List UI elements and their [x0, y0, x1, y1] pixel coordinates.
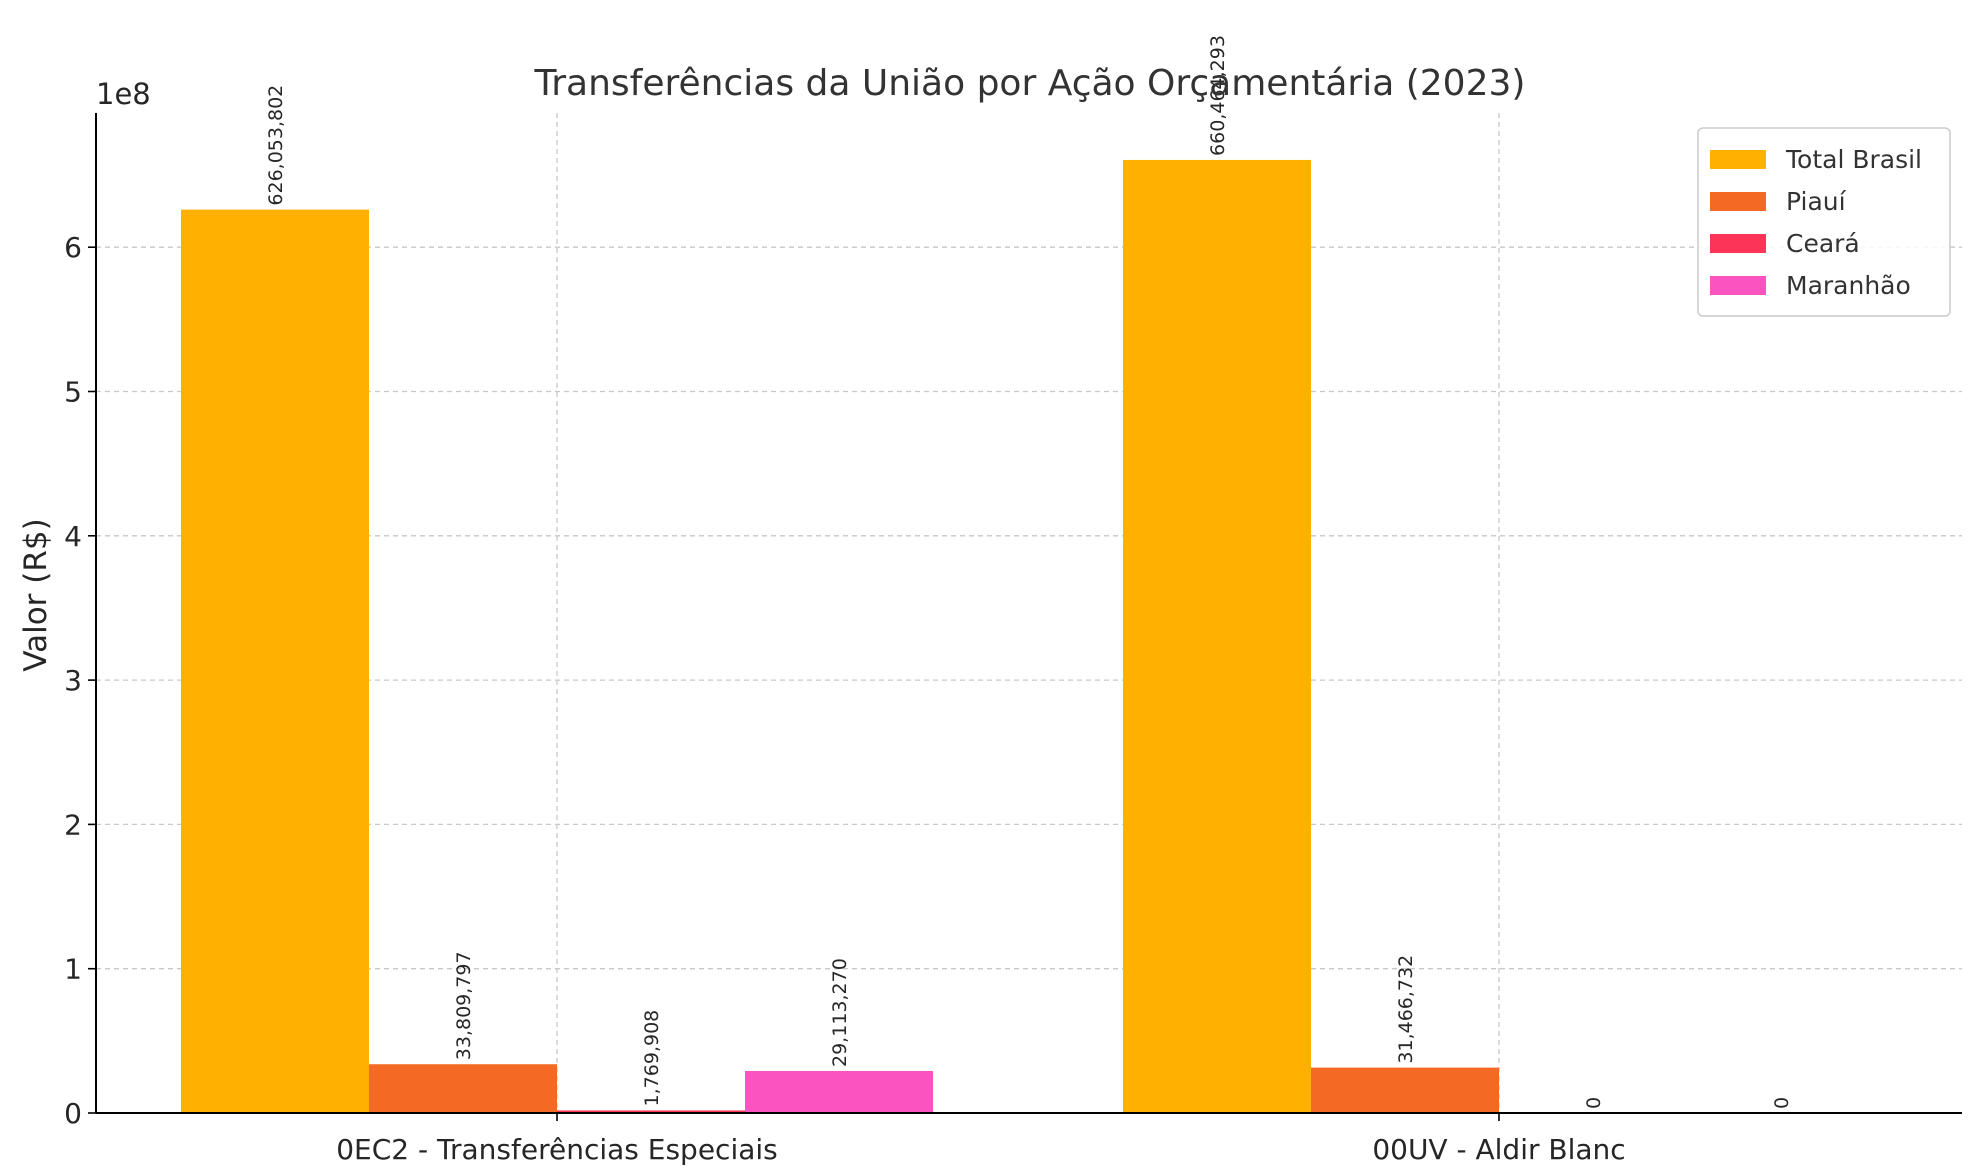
bar-value-label: 0 — [1771, 1097, 1793, 1109]
y-tick-label: 0 — [64, 1097, 82, 1130]
bar-value-label: 33,809,797 — [453, 951, 475, 1060]
chart-title: Transferências da União por Ação Orçamen… — [534, 63, 1526, 104]
y-tick-label: 2 — [64, 808, 82, 841]
bars — [181, 159, 1499, 1113]
bar-value-label: 31,466,732 — [1395, 955, 1417, 1064]
legend-swatch — [1710, 150, 1766, 169]
legend: Total Brasil Piauí Ceará Maranhão — [1697, 127, 1951, 317]
y-axis-label: Valor (R$) — [18, 518, 54, 671]
y-tick-label: 4 — [64, 520, 82, 553]
legend-box — [1697, 127, 1951, 317]
legend-swatch — [1710, 276, 1766, 295]
bar — [369, 1064, 557, 1113]
y-tick-label: 5 — [64, 375, 82, 408]
bar — [1311, 1067, 1499, 1113]
bar-value-label: 0 — [1583, 1097, 1605, 1109]
y-tick-label: 3 — [64, 664, 82, 697]
bar-value-label: 29,113,270 — [829, 958, 851, 1067]
legend-swatch — [1710, 234, 1766, 253]
bar-value-label: 1,769,908 — [641, 1010, 663, 1107]
bar-value-label: 660,464,293 — [1207, 35, 1229, 156]
x-tick-label: 00UV - Aldir Blanc — [1372, 1133, 1625, 1166]
y-tick-label: 6 — [64, 231, 82, 264]
legend-swatch — [1710, 192, 1766, 211]
grid-lines — [96, 113, 1962, 1113]
legend-entry-label: Total Brasil — [1785, 145, 1922, 174]
bar-value-labels: 626,053,802 660,464,293 33,809,797 31,466,7… — [265, 35, 1793, 1109]
legend-entry-label: Ceará — [1786, 229, 1860, 258]
legend-entry-label: Piauí — [1786, 187, 1847, 216]
y-axis-offset-label: 1e8 — [96, 77, 151, 111]
bar — [181, 209, 369, 1113]
y-tick-label: 1 — [64, 953, 82, 986]
bar — [745, 1070, 933, 1113]
bar — [557, 1110, 745, 1113]
x-tick-label: 0EC2 - Transferências Especiais — [336, 1133, 778, 1166]
legend-entry-label: Maranhão — [1786, 271, 1911, 300]
bar-value-label: 626,053,802 — [265, 85, 287, 206]
bar — [1123, 159, 1311, 1113]
